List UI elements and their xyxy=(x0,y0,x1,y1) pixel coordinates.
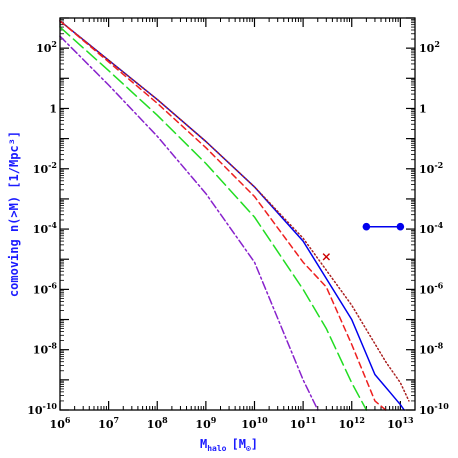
x-axis-label-main: M xyxy=(200,437,207,451)
y-tick-label-left: 10-6 xyxy=(33,280,58,296)
y-tick-label-right: 10-4 xyxy=(419,220,444,236)
y-tick-label-right: 1 xyxy=(419,102,427,115)
plot-frame xyxy=(59,17,416,411)
x-tick-label: 109 xyxy=(195,415,216,431)
x-tick-label: 1013 xyxy=(387,415,414,431)
y-axis-label: comoving n(>M) [1/Mpc³] xyxy=(7,131,21,297)
x-tick-label: 1012 xyxy=(339,415,365,431)
x-tick-label: 108 xyxy=(147,415,168,431)
series-line-short-dashed xyxy=(59,20,387,411)
x-tick-label: 1010 xyxy=(241,415,268,431)
cross-marker-stroke xyxy=(322,253,331,261)
series-line-dot-dash xyxy=(59,35,319,411)
x-axis-label-unit-open: [M xyxy=(232,437,246,451)
y-tick-label-left: 1 xyxy=(49,102,57,115)
cross-marker xyxy=(322,253,331,261)
y-tick-label-left: 10-8 xyxy=(33,341,58,357)
x-tick-label: 106 xyxy=(50,415,71,431)
range-bar-point xyxy=(396,222,405,231)
y-tick-label-left: 10-4 xyxy=(33,220,58,236)
range-bar-point xyxy=(362,222,371,231)
y-tick-label-left: 10-2 xyxy=(33,160,57,176)
y-tick-label-right: 10-6 xyxy=(419,280,444,296)
x-axis-label-unit-close: ] xyxy=(251,437,258,451)
series-line-solid xyxy=(59,20,405,411)
series-line-dotted xyxy=(59,20,410,402)
y-tick-label-right: 10-10 xyxy=(419,401,449,417)
x-tick-label: 1011 xyxy=(290,415,316,431)
annotations xyxy=(322,222,405,261)
series-line-long-dashed xyxy=(59,26,368,411)
x-tick-label: 107 xyxy=(98,415,119,431)
x-axis-label-sub: halo xyxy=(207,444,226,453)
x-axis-label-unit-symbol: ⊙ xyxy=(246,444,251,453)
series-group xyxy=(59,20,410,411)
tick-labels: 106 107 108 109 1010 1011 1012 1013 102 102 1 1 10-2… xyxy=(27,39,449,431)
y-tick-label-right: 10-2 xyxy=(419,160,443,176)
y-tick-label-right: 10-8 xyxy=(419,341,444,357)
y-tick-label-right: 102 xyxy=(419,39,440,55)
x-axis-label: Mhalo [M⊙] xyxy=(200,437,258,453)
y-tick-label-left: 10-10 xyxy=(27,401,57,417)
y-tick-label-left: 102 xyxy=(36,39,57,55)
tick-marks xyxy=(59,17,416,411)
